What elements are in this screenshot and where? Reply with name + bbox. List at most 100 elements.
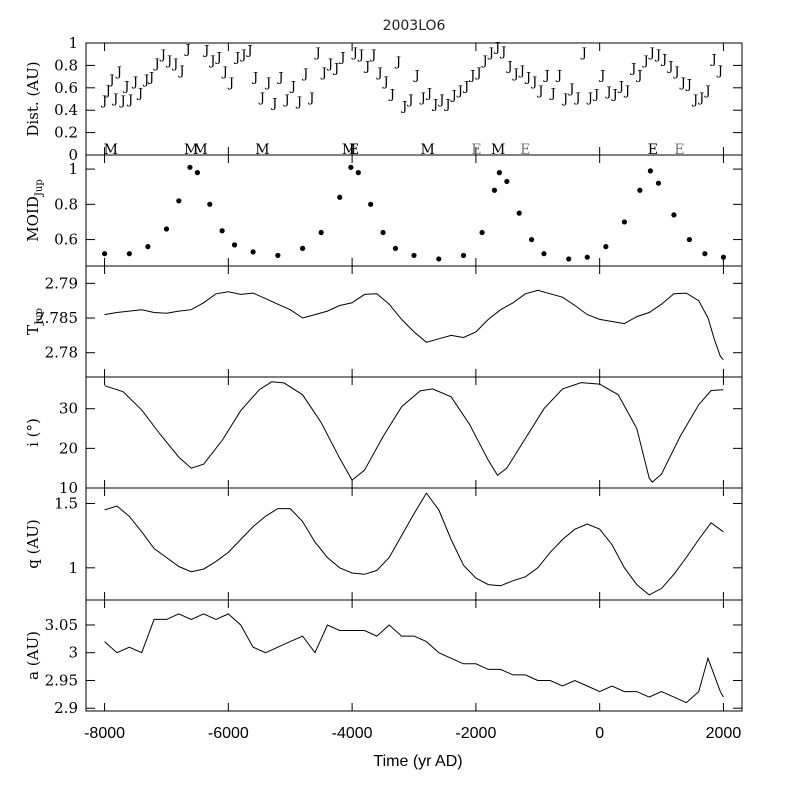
data-point (300, 245, 306, 251)
series-line-semimajor (104, 613, 724, 704)
data-point-j: J (153, 57, 160, 72)
encounter-marker: E (648, 142, 658, 158)
data-point-j: J (697, 91, 704, 106)
data-point-j: J (703, 84, 710, 99)
data-point (603, 244, 609, 250)
data-point (541, 251, 547, 257)
data-point (460, 252, 467, 259)
data-point-j: J (592, 87, 599, 102)
data-point-j: J (221, 65, 228, 80)
y-axis-label: TJup (24, 308, 45, 335)
data-point-j: J (573, 91, 580, 106)
data-point-j: J (264, 76, 271, 91)
data-point (207, 201, 213, 207)
data-point-j: J (375, 66, 382, 81)
panel-frame (85, 376, 743, 489)
data-point-j: J (351, 46, 358, 61)
encounter-marker: E (471, 142, 481, 158)
data-point-j: J (227, 76, 234, 91)
encounter-marker: M (104, 142, 118, 158)
y-tick-label: 1 (68, 160, 78, 178)
data-point (647, 168, 654, 174)
data-point-j: J (363, 59, 370, 74)
data-point-j: J (412, 68, 419, 83)
data-point-j: J (104, 84, 111, 99)
series-line-perihelion (104, 492, 724, 596)
data-point-j: J (147, 71, 154, 86)
y-tick-label: 0.6 (54, 231, 78, 249)
y-tick-label: 2.785 (35, 309, 78, 327)
data-point (671, 212, 677, 218)
data-point-j: J (518, 64, 525, 79)
data-point-j: J (258, 91, 265, 106)
y-axis-label-subscript: Jup (34, 308, 45, 326)
x-tick-label: -4000 (332, 725, 373, 742)
data-point (187, 164, 193, 170)
data-point (176, 198, 182, 204)
data-point-j: J (283, 93, 290, 108)
data-point-j: J (214, 50, 221, 65)
data-point (516, 210, 522, 216)
encounter-marker: M (193, 142, 207, 158)
encounter-marker: M (491, 142, 505, 158)
data-point-j: J (468, 68, 475, 83)
x-axis-label: Time (yr AD) (373, 753, 462, 770)
data-point (479, 229, 485, 236)
data-point-j: J (301, 67, 308, 82)
data-point-j: J (338, 50, 345, 65)
data-point-j: J (611, 87, 618, 102)
data-point-j: J (462, 80, 469, 95)
data-point-j: J (332, 62, 339, 77)
y-tick-label: 2.79 (45, 274, 78, 292)
data-point-j: J (107, 73, 114, 88)
data-point-j: J (320, 66, 327, 81)
y-tick-label: 3 (68, 644, 78, 662)
data-point-j: J (493, 40, 500, 55)
data-point-j: J (171, 57, 178, 72)
data-point-j: J (598, 68, 605, 83)
encounter-marker: M (255, 142, 269, 158)
data-point-j: J (431, 97, 438, 112)
series-line-tjup (104, 289, 724, 361)
data-point-j: J (623, 84, 630, 99)
x-tick-label: -8000 (84, 725, 125, 742)
y-tick-label: 1 (68, 34, 78, 52)
data-point (655, 180, 662, 186)
data-point-j: J (512, 67, 519, 82)
data-point-j: J (251, 71, 258, 86)
data-point-j: J (648, 46, 655, 61)
data-point-j: J (679, 76, 686, 91)
data-point (392, 245, 399, 251)
data-point-j: J (202, 44, 209, 59)
data-point-j: J (672, 65, 679, 80)
data-point (436, 256, 442, 262)
data-point-j: J (499, 45, 506, 60)
encounter-marker: M (420, 142, 434, 158)
data-point-j: J (406, 93, 413, 108)
data-point-j: J (239, 48, 246, 63)
data-point (337, 194, 343, 200)
panel-frame (85, 265, 743, 378)
y-tick-label: 20 (59, 439, 78, 457)
data-point-j: J (474, 66, 481, 81)
data-point-j: J (382, 75, 389, 90)
panel-semimajor: 2.9 2.95 3 3.05a (AU) (24, 599, 743, 717)
data-point-j: J (289, 80, 296, 95)
data-point-j: J (295, 95, 302, 110)
y-tick-label: 0.8 (54, 56, 78, 74)
x-axis: -8000 -6000 -4000 -2000 0 2000 (84, 725, 741, 742)
data-point-j: J (685, 77, 692, 92)
data-point-j: J (313, 46, 320, 61)
data-point-j: J (419, 91, 426, 106)
data-point (348, 164, 354, 170)
data-point (126, 251, 132, 257)
panel-frame (85, 487, 743, 601)
data-point-j: J (660, 53, 667, 68)
data-point-j: J (307, 91, 314, 106)
y-tick-label: 1 (68, 559, 78, 577)
encounter-marker: E (674, 142, 684, 158)
encounter-marker: E (520, 142, 530, 158)
data-point-j: J (111, 92, 118, 107)
